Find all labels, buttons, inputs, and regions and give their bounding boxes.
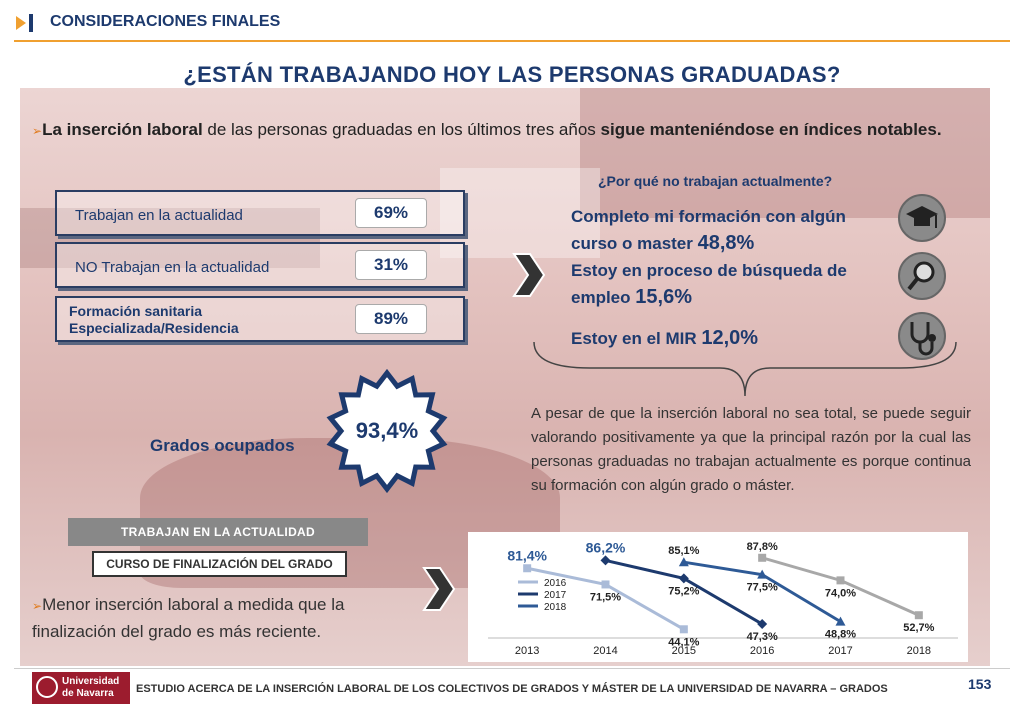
data-point <box>679 625 688 634</box>
data-label: 85,1% <box>668 545 699 557</box>
data-label: 71,5% <box>590 591 621 603</box>
x-tick-label: 2014 <box>593 645 617 657</box>
ocupados-value: 93,4% <box>355 418 419 443</box>
intro-text: de las personas graduadas en los últimos… <box>202 120 601 139</box>
stat-box-not-working: NO Trabajan en la actualidad 31% <box>55 242 465 288</box>
data-point <box>835 616 846 626</box>
conclusion-text: Menor inserción laboral a medida que la … <box>32 595 345 641</box>
intro-bold-1: La inserción laboral <box>42 120 203 139</box>
university-name: Universidad de Navarra <box>62 676 120 699</box>
page-number: 153 <box>968 676 992 692</box>
banner-curso: CURSO DE FINALIZACIÓN DEL GRADO <box>92 551 347 577</box>
legend-label: 2017 <box>544 590 567 601</box>
stat-label: Trabajan en la actualidad <box>75 207 243 224</box>
ocupados-label: Grados ocupados <box>150 436 295 455</box>
stat-value: 69% <box>355 198 427 228</box>
data-point <box>523 564 532 573</box>
data-label: 52,7% <box>903 622 934 634</box>
data-point <box>836 576 845 585</box>
stat-label: Formación sanitaria Especializada/Reside… <box>69 303 239 336</box>
reason-text: Completo mi formación con algún curso o … <box>571 207 846 253</box>
data-label: 44,1% <box>668 636 699 648</box>
bullet-arrow-icon: ➢ <box>32 599 43 613</box>
x-tick-label: 2018 <box>907 645 931 657</box>
conclusion-paragraph: ➢Menor inserción laboral a medida que la… <box>32 592 422 645</box>
legend-label: 2018 <box>544 602 567 613</box>
reason-text: Estoy en el MIR <box>571 329 697 348</box>
x-tick-label: 2015 <box>672 645 696 657</box>
stat-box-working: Trabajan en la actualidad 69% <box>55 190 465 236</box>
chevron-right-icon <box>422 567 456 611</box>
data-point <box>914 611 923 620</box>
reason-2: Estoy en proceso de búsqueda de empleo 1… <box>571 258 891 311</box>
x-tick-label: 2013 <box>515 645 539 657</box>
x-tick-label: 2016 <box>750 645 774 657</box>
stat-value: 89% <box>355 304 427 334</box>
data-label: 48,8% <box>825 629 856 641</box>
stat-label: NO Trabajan en la actualidad <box>75 259 270 276</box>
data-label: 77,5% <box>747 582 778 594</box>
why-question: ¿Por qué no trabajan actualmente? <box>598 173 833 189</box>
stat-value: 31% <box>355 250 427 280</box>
section-title: CONSIDERACIONES FINALES <box>50 13 281 30</box>
intro-paragraph: ➢La inserción laboral de las personas gr… <box>32 117 982 144</box>
bullet-arrow-icon: ➢ <box>32 124 43 138</box>
data-point <box>600 555 611 566</box>
star-badge <box>326 368 448 494</box>
university-seal-icon <box>36 676 58 698</box>
stat-box-residency: Formación sanitaria Especializada/Reside… <box>55 296 465 342</box>
data-label: 74,0% <box>825 587 856 599</box>
data-point <box>757 569 768 579</box>
data-point <box>678 557 689 567</box>
footer-divider <box>14 668 1010 669</box>
header-divider <box>14 40 1010 42</box>
x-tick-label: 2017 <box>828 645 852 657</box>
page-title: ¿ESTÁN TRABAJANDO HOY LAS PERSONAS GRADU… <box>183 62 841 87</box>
intro-bold-2: sigue manteniéndose en índices notables. <box>600 120 942 139</box>
reason-pct: 15,6% <box>635 286 692 308</box>
footer-text: ESTUDIO ACERCA DE LA INSERCIÓN LABORAL D… <box>136 683 888 695</box>
legend-label: 2016 <box>544 578 567 589</box>
data-label: 47,3% <box>747 631 778 643</box>
university-logo: Universidad de Navarra <box>32 672 130 704</box>
curly-brace <box>533 341 957 397</box>
data-point <box>758 553 767 562</box>
banner-trabajan: TRABAJAN EN LA ACTUALIDAD <box>68 518 368 546</box>
reason-1: Completo mi formación con algún curso o … <box>571 204 891 257</box>
section-marker-icon <box>16 14 33 32</box>
data-label: 87,8% <box>747 541 778 553</box>
line-chart: 2013 2014 2015 2016 2017 2018 81,4% 71,5% 44,1% 8… <box>468 532 968 662</box>
explanation-paragraph: A pesar de que la inserción laboral no s… <box>531 405 971 494</box>
chevron-right-icon <box>512 253 546 297</box>
chart-svg: 2013 2014 2015 2016 2017 201881,4%71,5%44,1%8… <box>488 539 958 657</box>
reason-pct: 48,8% <box>697 232 755 254</box>
reason-text: Estoy en proceso de búsqueda de empleo <box>571 261 847 307</box>
data-label: 81,4% <box>507 547 547 563</box>
magnifier-icon <box>898 252 946 300</box>
data-point <box>601 580 610 589</box>
data-label: 75,2% <box>668 585 699 597</box>
stethoscope-icon <box>898 312 946 360</box>
data-point <box>678 573 689 584</box>
graduation-cap-icon <box>898 194 946 242</box>
reason-3: Estoy en el MIR 12,0% <box>571 325 891 352</box>
reason-pct: 12,0% <box>701 327 759 349</box>
data-point <box>757 619 768 630</box>
data-label: 86,2% <box>586 539 626 555</box>
